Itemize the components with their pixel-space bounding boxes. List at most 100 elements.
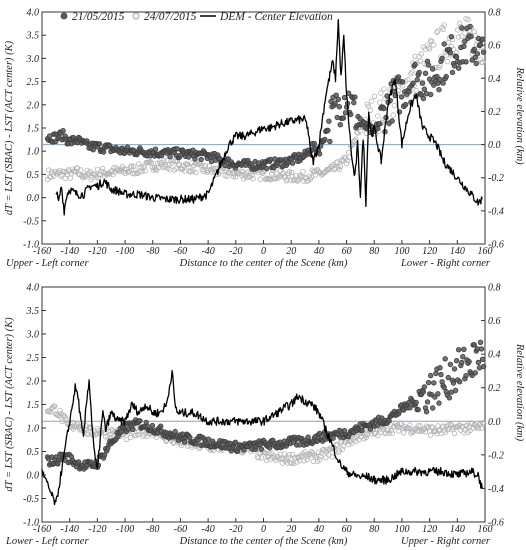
series-24-07-2015-point (377, 99, 383, 105)
series-21-05-2015-point (459, 359, 465, 366)
series-24-07-2015-point (86, 424, 92, 430)
corner-right-label: Upper - Right corner (401, 536, 491, 547)
y-tick-label: 1.5 (27, 124, 40, 135)
series-21-05-2015-point (152, 146, 159, 152)
series-24-07-2015-point (162, 164, 168, 170)
x-tick-label: -60 (174, 246, 187, 257)
x-axis-label: Distance to the center of the Scene (km) (179, 536, 348, 547)
series-21-05-2015-point (419, 80, 426, 86)
series-21-05-2015-point (480, 49, 487, 55)
series-24-07-2015-point (304, 456, 310, 463)
series-21-05-2015-point (351, 99, 357, 106)
series-24-07-2015-point (102, 170, 109, 177)
series-24-07-2015-point (478, 425, 485, 431)
series-dem-center-elevation-line (41, 369, 483, 506)
series-21-05-2015-point (473, 60, 479, 67)
legend: 21/05/2015 24/07/2015 DEM - Center Elevati… (60, 11, 333, 23)
y-tick-label: 2.5 (27, 353, 40, 364)
series-24-07-2015-point (133, 432, 139, 438)
series-21-05-2015-point (471, 46, 477, 52)
x-tick-label: -40 (201, 246, 214, 257)
series-21-05-2015-point (453, 358, 460, 364)
y2-axis-label: Relative elevation (km) (514, 343, 525, 442)
series-24-07-2015-point (161, 157, 167, 164)
y-tick-label: 4.0 (27, 8, 40, 19)
series-24-07-2015-point (187, 169, 193, 175)
y-axis-label: dT = LST (SBAC) - LST (ACT center) (K) (4, 40, 15, 215)
x-tick-label: -80 (146, 524, 159, 535)
chart-panel-top: -160 -140 -120 -100 -80 -60 -40 -20 0 20 40 60 80 100… (4, 8, 525, 270)
series-24-07-2015-point (128, 163, 135, 169)
series-21-05-2015-point (398, 94, 405, 100)
x-tick-label: -140 (61, 246, 79, 257)
series-21-05-2015-point (459, 25, 465, 31)
series-21-05-2015-point (456, 347, 462, 353)
y-tick-label: -0.5 (23, 494, 39, 505)
series-24-07-2015-point (315, 449, 322, 455)
series-21-05-2015-point (157, 423, 164, 429)
series-21-05-2015-point (399, 79, 406, 85)
series-21-05-2015-point (480, 363, 487, 370)
y-tick-label: 4.0 (27, 283, 40, 294)
series-24-07-2015-point (389, 430, 395, 436)
series-21-05-2015-point (451, 63, 458, 69)
series-24-07-2015-point (310, 458, 316, 465)
legend-marker-21-05-2015 (60, 12, 68, 20)
series-21-05-2015-point (395, 74, 402, 80)
series-24-07-2015-point (398, 420, 405, 426)
series-24-07-2015-point (139, 168, 145, 175)
series-21-05-2015-point (359, 427, 365, 434)
series-24-07-2015-point (336, 166, 342, 173)
series-24-07-2015-point (284, 460, 291, 466)
x-tick-label: 40 (314, 246, 324, 257)
series-24-07-2015-point (336, 448, 342, 454)
series-21-05-2015-point (430, 405, 436, 411)
series-21-05-2015-point (129, 426, 136, 433)
series-21-05-2015-point (96, 141, 103, 147)
series-21-05-2015-point (463, 59, 469, 65)
x-tick-label: -160 (33, 246, 51, 257)
series-21-05-2015-point (438, 371, 444, 378)
x-tick-label: 80 (369, 246, 379, 257)
series-21-05-2015-point (467, 23, 473, 30)
series-24-07-2015-point (333, 160, 339, 166)
x-tick-label: -120 (88, 524, 106, 535)
series-21-05-2015-point (451, 366, 458, 372)
series-24-07-2015-point (284, 176, 291, 182)
series-24-07-2015-point (341, 154, 348, 160)
series-24-07-2015-point (84, 430, 90, 436)
series-21-05-2015-point (446, 395, 453, 401)
series-21-05-2015-point (445, 374, 451, 381)
series-24-07-2015-point (75, 171, 82, 177)
series-21-05-2015-point (447, 50, 454, 56)
series-24-07-2015-point (413, 87, 419, 94)
series-21-05-2015-point (441, 41, 447, 47)
series-24-07-2015-point (308, 449, 314, 455)
series-24-07-2015-point (285, 454, 292, 461)
series-21-05-2015-point (367, 426, 374, 432)
series-24-07-2015-point (462, 30, 468, 36)
series-24-07-2015-point (258, 455, 265, 461)
series-21-05-2015-point (474, 51, 481, 57)
series-24-07-2015-point (367, 107, 374, 113)
series-21-05-2015-point (198, 156, 204, 163)
series-24-07-2015-point (391, 102, 397, 109)
series-21-05-2015-point (439, 55, 445, 62)
series-24-07-2015-point (465, 16, 471, 23)
series-21-05-2015-point (311, 140, 318, 147)
series-24-07-2015-point (337, 163, 343, 169)
y2-tick-label: 0.4 (488, 350, 501, 361)
series-21-05-2015-point (423, 90, 430, 97)
series-21-05-2015-point (232, 439, 239, 445)
series-24-07-2015-point (363, 434, 369, 441)
x-tick-label: 80 (369, 524, 379, 535)
series-21-05-2015-point (60, 127, 66, 134)
series-21-05-2015-point (428, 372, 434, 379)
series-24-07-2015-point (475, 425, 482, 432)
series-24-07-2015-point (241, 176, 247, 182)
series-24-07-2015-point (281, 451, 287, 457)
series-24-07-2015-point (323, 455, 329, 461)
series-21-05-2015-point (167, 153, 173, 160)
series-21-05-2015-point (432, 394, 438, 400)
x-tick-label: 120 (422, 246, 437, 257)
